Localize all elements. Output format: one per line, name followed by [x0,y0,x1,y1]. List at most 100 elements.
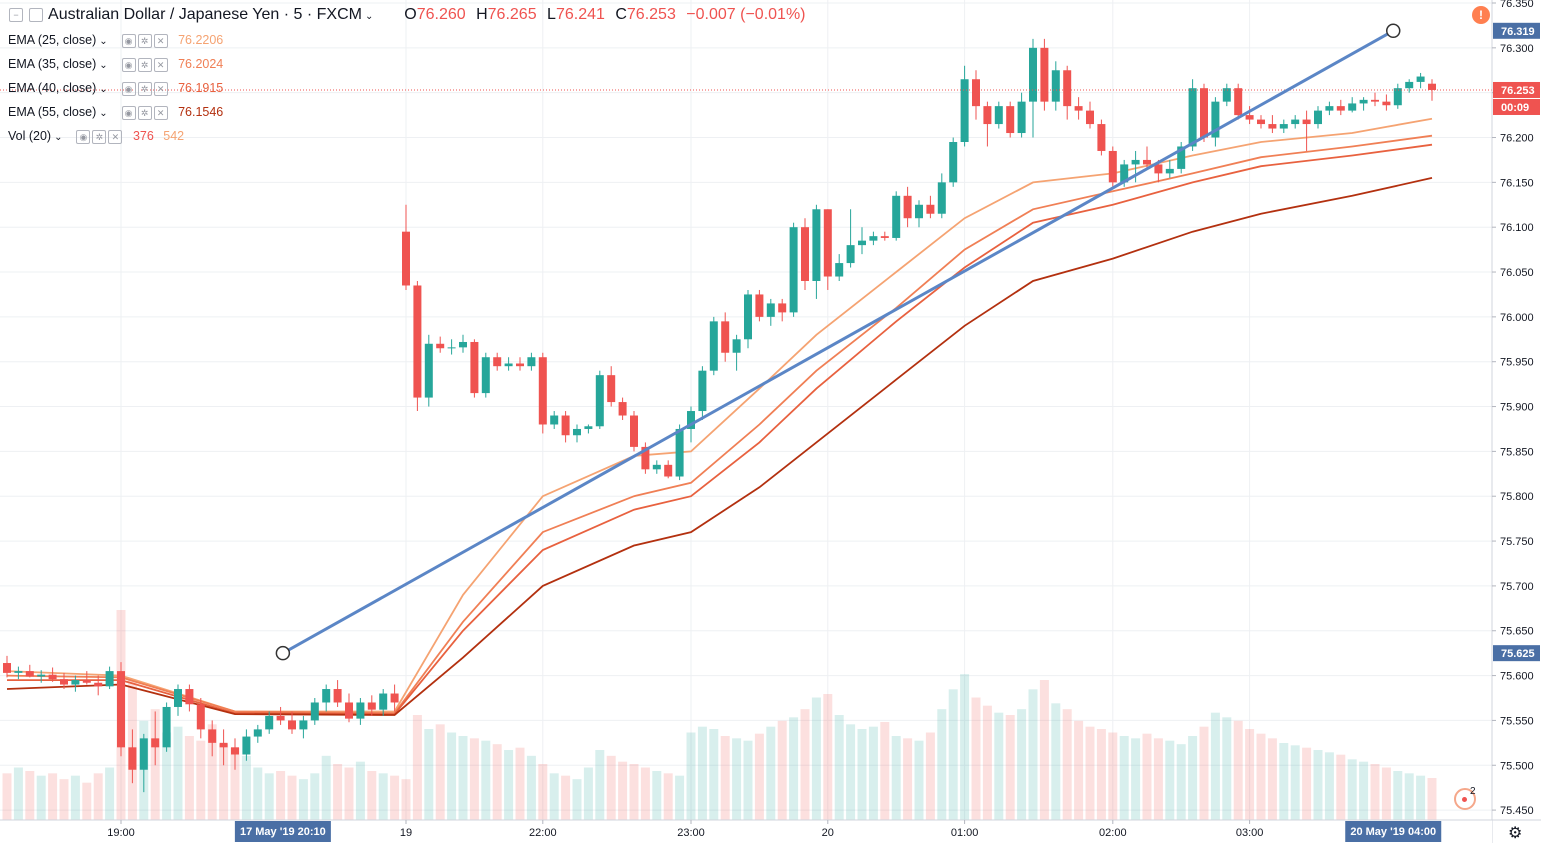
volume-bar [504,750,514,820]
symbol-name[interactable]: Australian Dollar / Japanese Yen · 5 · F… [48,6,362,23]
candle-body [1371,99,1379,102]
volume-value: 376 [132,129,154,143]
candle-body [436,343,445,349]
trend-end-price-tag: 76.319 [1501,26,1535,38]
candle-body [994,106,1003,125]
gear-icon[interactable]: ✲ [137,33,152,48]
time-axis-bg [0,820,1492,843]
volume-bar [652,771,662,820]
volume-bar [640,767,650,820]
indicator-ema-25[interactable]: EMA (25, close) ⌄ ◉ ✲ ✕ 76.2206 [8,30,223,50]
eye-icon[interactable]: ◉ [121,81,136,96]
candle-body [1291,119,1300,125]
close-icon[interactable]: ✕ [108,129,123,144]
candle-body [858,240,866,246]
volume-bar [948,689,958,820]
volume-bar [618,761,628,820]
chevron-down-icon[interactable]: ⌄ [364,11,374,22]
eye-icon[interactable]: ◉ [121,33,136,48]
volume-bar [355,761,365,820]
high-label: H [476,6,488,23]
candle-body [1257,119,1265,125]
candle-body [470,341,479,394]
chevron-down-icon[interactable]: ⌄ [99,36,108,47]
gridlines [0,0,1492,820]
candle-body [1177,146,1186,169]
candle-body [1188,88,1197,147]
volume-bar [59,779,69,820]
time-tick-label: 03:00 [1236,827,1264,839]
volume-bar [549,773,559,820]
volume-bar [606,755,616,820]
candle-body [1268,124,1277,129]
candle-body [1165,168,1174,174]
volume-bar [811,697,821,820]
volume-bar [583,767,593,820]
price-tick-label: 76.150 [1500,177,1534,189]
chevron-down-icon[interactable]: ⌄ [99,84,108,95]
candle-body [185,689,194,705]
indicator-ema-55[interactable]: EMA (55, close) ⌄ ◉ ✲ ✕ 76.1546 [8,102,223,122]
exclamation-icon[interactable]: ! [1472,6,1490,24]
volume-bar [264,773,274,820]
close-icon[interactable]: ✕ [153,81,168,96]
gear-icon[interactable]: ✲ [137,81,152,96]
volume-bar [1324,752,1334,820]
price-axis-bg [1492,0,1541,843]
volume-bar [914,740,924,820]
candles [3,38,1436,793]
price-tick-label: 75.600 [1500,671,1534,683]
candle-body [82,680,91,683]
candle-body [25,671,34,677]
gear-icon[interactable]: ✲ [92,129,107,144]
eye-icon[interactable]: ◉ [121,57,136,72]
candle-body [812,209,821,281]
candle-body [732,339,741,353]
trend-start-price-tag: 75.625 [1501,648,1535,660]
close-icon[interactable]: ✕ [153,33,168,48]
candle-body [481,357,490,394]
volume-bar [743,740,753,820]
eye-icon[interactable]: ◉ [121,105,136,120]
volume-bar [321,755,331,820]
candle-body [960,79,969,142]
volume-bar [595,750,605,820]
gear-icon[interactable]: ✲ [137,57,152,72]
chevron-down-icon[interactable]: ⌄ [99,108,108,119]
price-tick-label: 75.950 [1500,357,1534,369]
trend-end-price-tag-bg [1493,22,1540,39]
volume-bar [2,773,12,820]
candle-body [641,446,650,470]
candle-body [208,729,217,743]
indicator-volume[interactable]: Vol (20) ⌄ ◉ ✲ ✕ 376 542 [8,126,184,146]
candle-body [379,693,388,710]
candle-body [231,747,239,755]
candle-body [1017,101,1026,134]
candle-body [94,682,103,687]
volume-bar [823,694,833,820]
drawing-tool-icon[interactable]: 2 [1454,786,1476,810]
candle-body [1405,81,1414,89]
volume-bar [994,712,1004,820]
volume-bar [1176,744,1186,820]
close-icon[interactable]: ✕ [153,57,168,72]
collapse-icon[interactable]: − [9,7,23,22]
close-icon[interactable]: ✕ [153,105,168,120]
chevron-down-icon[interactable]: ⌄ [54,132,63,143]
indicator-ema-40[interactable]: EMA (40, close) ⌄ ◉ ✲ ✕ 76.1915 [8,78,223,98]
chevron-down-icon[interactable]: ⌄ [99,60,108,71]
settings-gear-icon[interactable]: ⚙ [1508,825,1523,842]
volume-bar [310,773,320,820]
price-tick-label: 75.900 [1500,402,1534,414]
price-tick-label: 75.700 [1500,581,1534,593]
volume-bar [1062,709,1072,820]
indicator-label: Vol (20) [8,129,52,143]
candle-body [618,402,627,416]
indicator-ema-35[interactable]: EMA (35, close) ⌄ ◉ ✲ ✕ 76.2024 [8,54,223,74]
gear-icon[interactable]: ✲ [137,105,152,120]
eye-icon[interactable]: ◉ [76,129,91,144]
volume-bar [777,720,787,820]
volume-bar [720,736,730,820]
ema-line [6,117,1433,713]
